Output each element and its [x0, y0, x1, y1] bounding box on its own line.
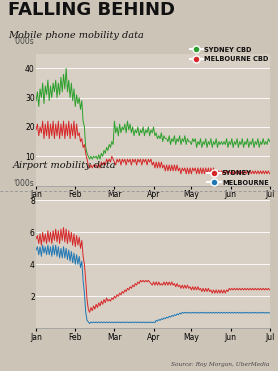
Text: '000s: '000s	[13, 37, 34, 46]
Text: '000s: '000s	[13, 178, 34, 187]
Text: Airport mobility data: Airport mobility data	[13, 161, 116, 170]
Legend: SYDNEY CBD, MELBOURNE CBD: SYDNEY CBD, MELBOURNE CBD	[190, 47, 269, 62]
Text: Source: Roy Morgan, UberMedia: Source: Roy Morgan, UberMedia	[171, 362, 270, 367]
Text: Mobile phone mobility data: Mobile phone mobility data	[8, 31, 144, 40]
Legend: SYDNEY, MELBOURNE: SYDNEY, MELBOURNE	[207, 170, 269, 186]
Text: FALLING BEHIND: FALLING BEHIND	[8, 1, 175, 19]
